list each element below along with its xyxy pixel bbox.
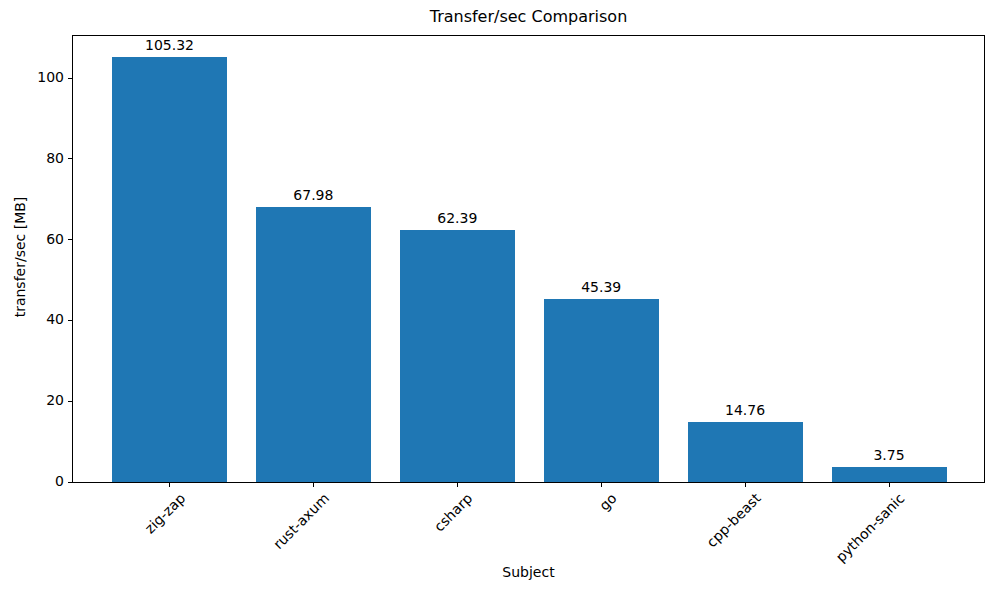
y-tick-mark (68, 401, 72, 402)
y-tick-mark (68, 482, 72, 483)
x-axis-label: Subject (72, 564, 985, 580)
y-tick-label: 80 (4, 150, 64, 166)
bar-value-label: 14.76 (695, 402, 795, 418)
bar (400, 230, 515, 482)
x-tick-mark (169, 483, 170, 487)
bar (688, 422, 803, 482)
y-tick-mark (68, 239, 72, 240)
bar-value-label: 3.75 (839, 447, 939, 463)
bar-chart-figure: Transfer/sec Comparison transfer/sec [MB… (0, 0, 1000, 600)
x-tick-mark (601, 483, 602, 487)
y-tick-label: 0 (4, 473, 64, 489)
bar (256, 207, 371, 482)
bar (544, 299, 659, 482)
y-tick-label: 100 (4, 69, 64, 85)
bar-value-label: 45.39 (551, 279, 651, 295)
y-tick-label: 40 (4, 311, 64, 327)
x-tick-label: go (596, 490, 620, 514)
x-tick-mark (313, 483, 314, 487)
x-tick-label: zig-zap (141, 490, 188, 537)
x-tick-label: rust-axum (270, 490, 332, 552)
x-tick-label: cpp-beast (703, 490, 763, 550)
y-tick-label: 20 (4, 392, 64, 408)
bar-value-label: 62.39 (407, 210, 507, 226)
x-tick-mark (889, 483, 890, 487)
y-tick-mark (68, 320, 72, 321)
x-tick-label: csharp (431, 490, 476, 535)
x-tick-mark (745, 483, 746, 487)
y-tick-label: 60 (4, 231, 64, 247)
chart-title: Transfer/sec Comparison (72, 7, 985, 26)
bar (112, 57, 227, 482)
bar (832, 467, 947, 482)
x-tick-label: python-sanic (832, 490, 907, 565)
y-tick-mark (68, 158, 72, 159)
bar-value-label: 105.32 (120, 37, 220, 53)
y-tick-mark (68, 78, 72, 79)
bar-value-label: 67.98 (263, 187, 363, 203)
x-tick-mark (457, 483, 458, 487)
